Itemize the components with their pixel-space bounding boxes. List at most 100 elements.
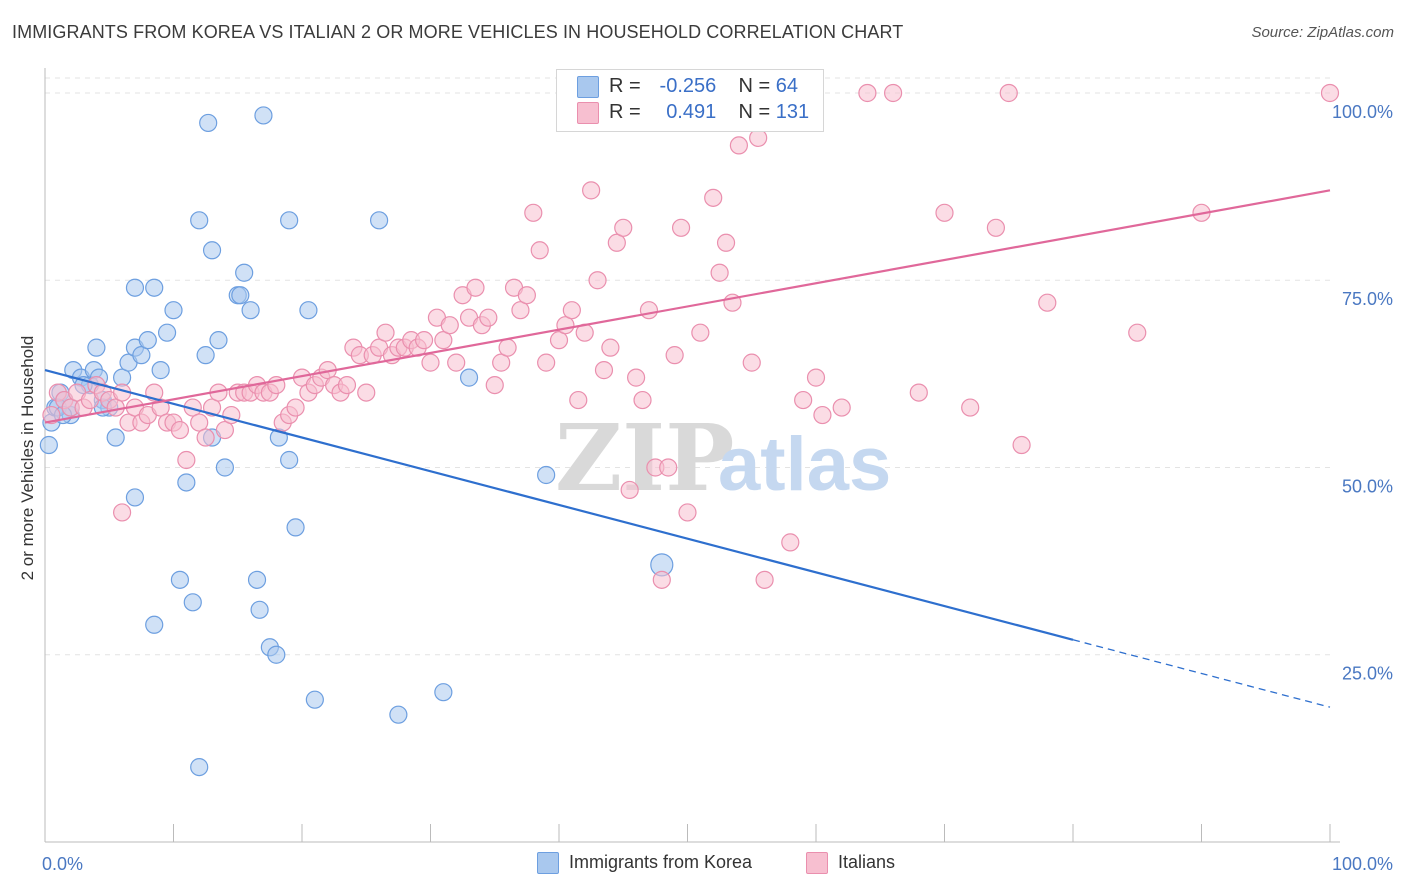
point-1-125: [112, 503, 132, 522]
point-0-59: [254, 106, 273, 125]
point-1-86: [601, 338, 620, 357]
legend-item-korea[interactable]: Immigrants from Korea: [537, 852, 753, 875]
point-0-62: [125, 488, 145, 507]
legend-item-italians[interactable]: Italians: [806, 852, 895, 875]
point-0-34: [231, 286, 250, 305]
point-1-27: [215, 420, 234, 440]
point-1-109: [794, 390, 813, 410]
trend-lines: [44, 189, 1331, 708]
point-1-124: [1320, 83, 1340, 103]
point-0-22: [157, 323, 177, 342]
trend-line-1: [44, 189, 1331, 424]
point-0-27: [190, 211, 209, 230]
trend-line-ext-0: [1072, 639, 1331, 708]
point-0-36: [241, 301, 260, 320]
point-0-20: [145, 278, 164, 297]
point-1-75: [524, 203, 543, 222]
point-1-87: [607, 233, 626, 252]
legend-r-value: -0.256: [659, 75, 717, 97]
point-1-104: [729, 136, 749, 155]
point-0-61: [190, 757, 209, 777]
point-0-30: [209, 331, 228, 350]
point-1-0: [42, 405, 61, 425]
point-0-58: [199, 113, 218, 133]
point-1-59: [421, 353, 440, 372]
point-0-17: [132, 346, 151, 365]
point-1-68: [479, 308, 498, 327]
y-tick-label-1: 50.0%: [1342, 476, 1393, 496]
point-1-52: [376, 323, 395, 342]
trend-line-0: [44, 369, 1074, 641]
point-1-117: [961, 398, 980, 417]
point-1-90: [626, 368, 646, 387]
point-0-47: [370, 211, 389, 230]
point-1-91: [633, 390, 652, 410]
point-0-32: [215, 458, 234, 477]
point-0-51: [537, 465, 556, 485]
chart-title: IMMIGRANTS FROM KOREA VS ITALIAN 2 OR MO…: [12, 22, 904, 42]
point-1-118: [986, 218, 1006, 237]
legend-swatch-korea: [577, 75, 599, 98]
grid-lines: [45, 77, 1330, 656]
point-0-24: [170, 570, 190, 589]
point-0-25: [177, 473, 196, 492]
y-axis-label: 2 or more Vehicles in Household: [18, 336, 37, 581]
legend-r-value: 0.491: [666, 101, 717, 123]
point-0-48: [389, 705, 408, 724]
legend-label-korea: Immigrants from Korea: [569, 852, 753, 872]
point-1-122: [1128, 323, 1147, 342]
point-0-26: [183, 593, 202, 612]
point-1-58: [414, 331, 434, 350]
point-1-81: [569, 390, 588, 410]
point-1-78: [549, 331, 569, 350]
point-0-21: [151, 361, 170, 380]
point-1-23: [190, 413, 209, 432]
point-1-114: [883, 83, 903, 103]
point-1-73: [511, 301, 530, 320]
legend-row-italians: R = 0.491 N = 131: [577, 101, 809, 127]
point-0-18: [125, 278, 145, 297]
legend-r-label: R =: [609, 101, 641, 123]
data-points: [39, 83, 1340, 777]
point-1-21: [177, 450, 196, 470]
legend-swatch-italians: [806, 852, 828, 875]
point-1-84: [588, 271, 607, 290]
point-0-9: [87, 338, 106, 357]
source-label: Source: ZipAtlas.com: [1251, 24, 1394, 41]
axes: [44, 68, 1340, 843]
point-0-40: [267, 645, 286, 664]
point-1-89: [620, 480, 639, 500]
watermark: ZIP atlas: [555, 404, 891, 512]
point-1-99: [691, 323, 710, 342]
legend-n-label: N =: [738, 75, 771, 97]
point-0-60: [145, 615, 164, 634]
point-1-113: [858, 83, 877, 103]
legend-n-value: 131: [775, 101, 810, 123]
point-0-19: [138, 331, 157, 350]
point-0-13: [106, 428, 125, 447]
point-1-71: [498, 338, 517, 357]
point-0-35: [235, 263, 254, 282]
point-1-120: [1012, 435, 1031, 455]
x-tick-label-1: 100.0%: [1332, 854, 1393, 874]
point-0-43: [280, 450, 299, 470]
point-0-49: [434, 683, 453, 702]
correlation-legend: R = -0.256 N = 64 R = 0.491 N = 131: [556, 69, 824, 132]
point-1-70: [492, 353, 511, 372]
legend-n-value: 64: [775, 75, 798, 97]
point-1-95: [659, 458, 678, 477]
point-1-38: [286, 398, 305, 417]
point-1-98: [678, 503, 697, 522]
y-tick-label-0: 25.0%: [1342, 664, 1393, 684]
point-1-83: [582, 181, 601, 200]
point-1-112: [832, 398, 851, 417]
point-1-76: [530, 241, 549, 260]
point-1-101: [710, 263, 729, 282]
point-1-97: [671, 218, 691, 237]
point-1-24: [196, 428, 215, 447]
y-tick-label-3: 100.0%: [1332, 102, 1393, 122]
watermark-atlas: atlas: [718, 422, 891, 507]
point-1-105: [742, 353, 761, 372]
point-0-45: [299, 301, 318, 320]
